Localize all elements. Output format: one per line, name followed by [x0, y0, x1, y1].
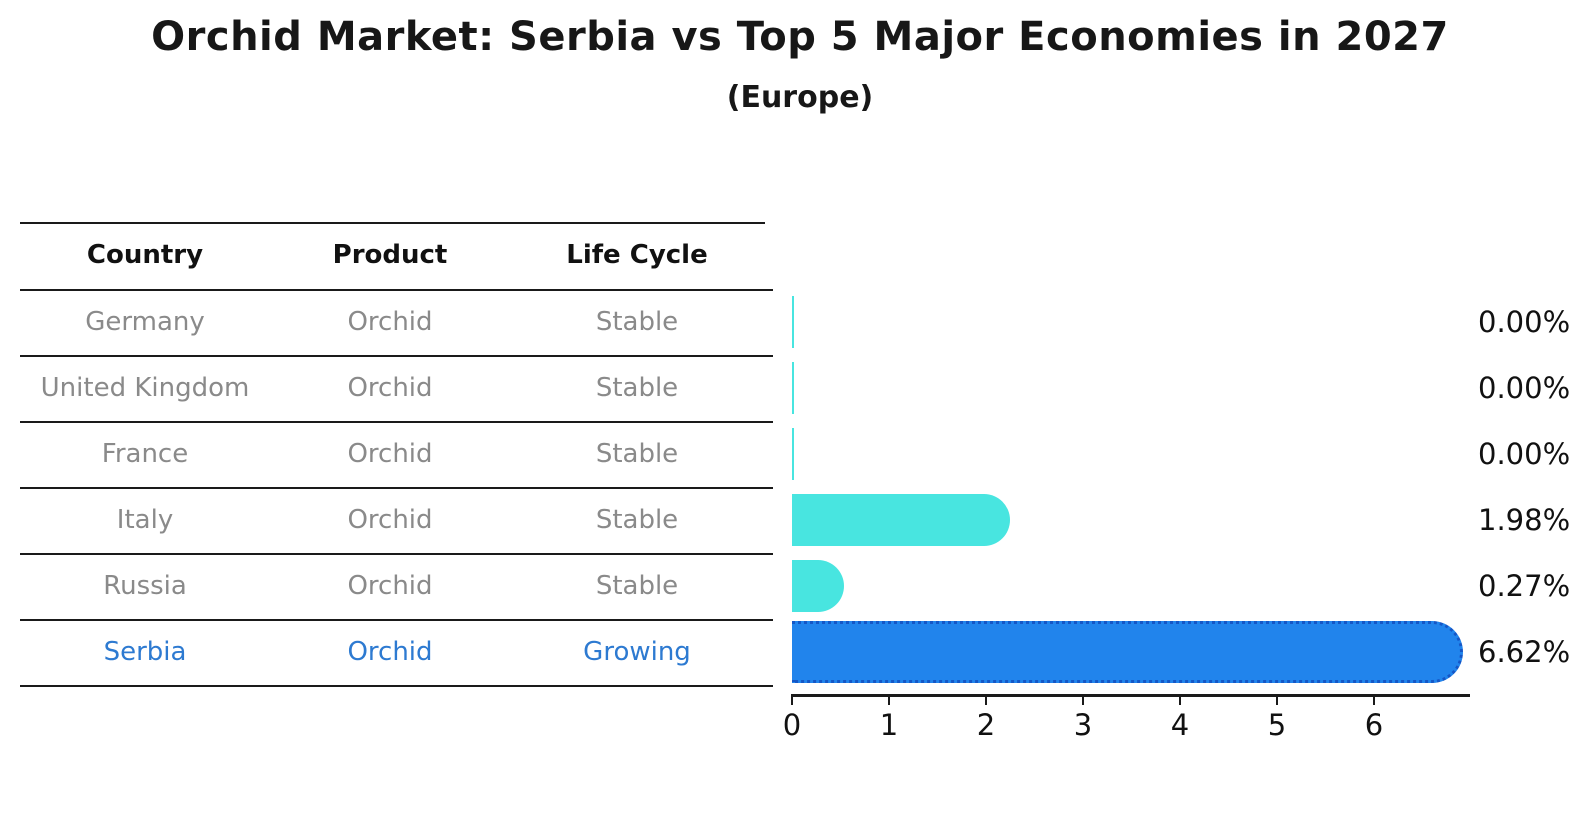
product-cell: Orchid — [347, 307, 433, 337]
x-axis-tick — [888, 694, 890, 705]
value-label: 0.00% — [1478, 437, 1571, 471]
bar — [792, 560, 845, 612]
x-tick-label: 4 — [1170, 708, 1190, 742]
life-cycle-cell: Stable — [595, 307, 679, 337]
y-axis-tick — [753, 487, 773, 489]
x-axis-tick — [1179, 694, 1181, 705]
value-label: 0.00% — [1478, 305, 1571, 339]
table-border-line — [20, 289, 765, 291]
x-tick-label: 5 — [1267, 708, 1287, 742]
x-axis-tick — [985, 694, 987, 705]
table-border-line — [20, 553, 765, 555]
x-tick-label: 0 — [782, 708, 802, 742]
life-cycle-cell: Stable — [595, 439, 679, 469]
x-axis-tick — [1373, 694, 1375, 705]
table-border-line — [20, 355, 765, 357]
x-axis-tick — [1082, 694, 1084, 705]
value-label: 6.62% — [1478, 635, 1571, 669]
x-tick-label: 2 — [976, 708, 996, 742]
y-axis-tick — [753, 289, 773, 291]
y-axis-tick — [753, 355, 773, 357]
country-cell: Russia — [103, 571, 187, 601]
life-cycle-cell: Stable — [595, 571, 679, 601]
country-cell: France — [101, 439, 189, 469]
x-axis-tick — [1276, 694, 1278, 705]
table-border-line — [20, 222, 765, 224]
product-cell: Orchid — [347, 637, 433, 667]
y-axis-tick — [753, 553, 773, 555]
x-tick-label: 3 — [1073, 708, 1093, 742]
column-header-product: Product — [332, 240, 448, 270]
x-axis-tick — [791, 694, 793, 705]
column-header-life-cycle: Life Cycle — [566, 240, 708, 270]
country-cell: Serbia — [103, 637, 187, 667]
life-cycle-cell: Stable — [595, 373, 679, 403]
country-cell: Germany — [85, 307, 205, 337]
x-tick-label: 1 — [879, 708, 899, 742]
table-border-line — [20, 421, 765, 423]
x-axis-line — [792, 694, 1470, 697]
chart-title: Orchid Market: Serbia vs Top 5 Major Eco… — [151, 14, 1449, 60]
product-cell: Orchid — [347, 571, 433, 601]
bar — [792, 428, 794, 480]
table-border-line — [20, 685, 765, 687]
product-cell: Orchid — [347, 373, 433, 403]
value-label: 0.27% — [1478, 569, 1571, 603]
life-cycle-cell: Growing — [583, 637, 691, 667]
y-axis-tick — [753, 421, 773, 423]
bar — [792, 296, 794, 348]
highlight-bar — [792, 621, 1464, 683]
value-label: 1.98% — [1478, 503, 1571, 537]
product-cell: Orchid — [347, 439, 433, 469]
bar — [792, 362, 794, 414]
product-cell: Orchid — [347, 505, 433, 535]
x-tick-label: 6 — [1364, 708, 1384, 742]
y-axis-tick — [753, 685, 773, 687]
y-axis-tick — [753, 619, 773, 621]
table-border-line — [20, 619, 765, 621]
column-header-country: Country — [86, 240, 204, 270]
life-cycle-cell: Stable — [595, 505, 679, 535]
country-cell: United Kingdom — [40, 373, 250, 403]
table-border-line — [20, 487, 765, 489]
chart-subtitle: (Europe) — [726, 80, 874, 115]
bar — [792, 494, 1011, 546]
value-label: 0.00% — [1478, 371, 1571, 405]
country-cell: Italy — [116, 505, 174, 535]
